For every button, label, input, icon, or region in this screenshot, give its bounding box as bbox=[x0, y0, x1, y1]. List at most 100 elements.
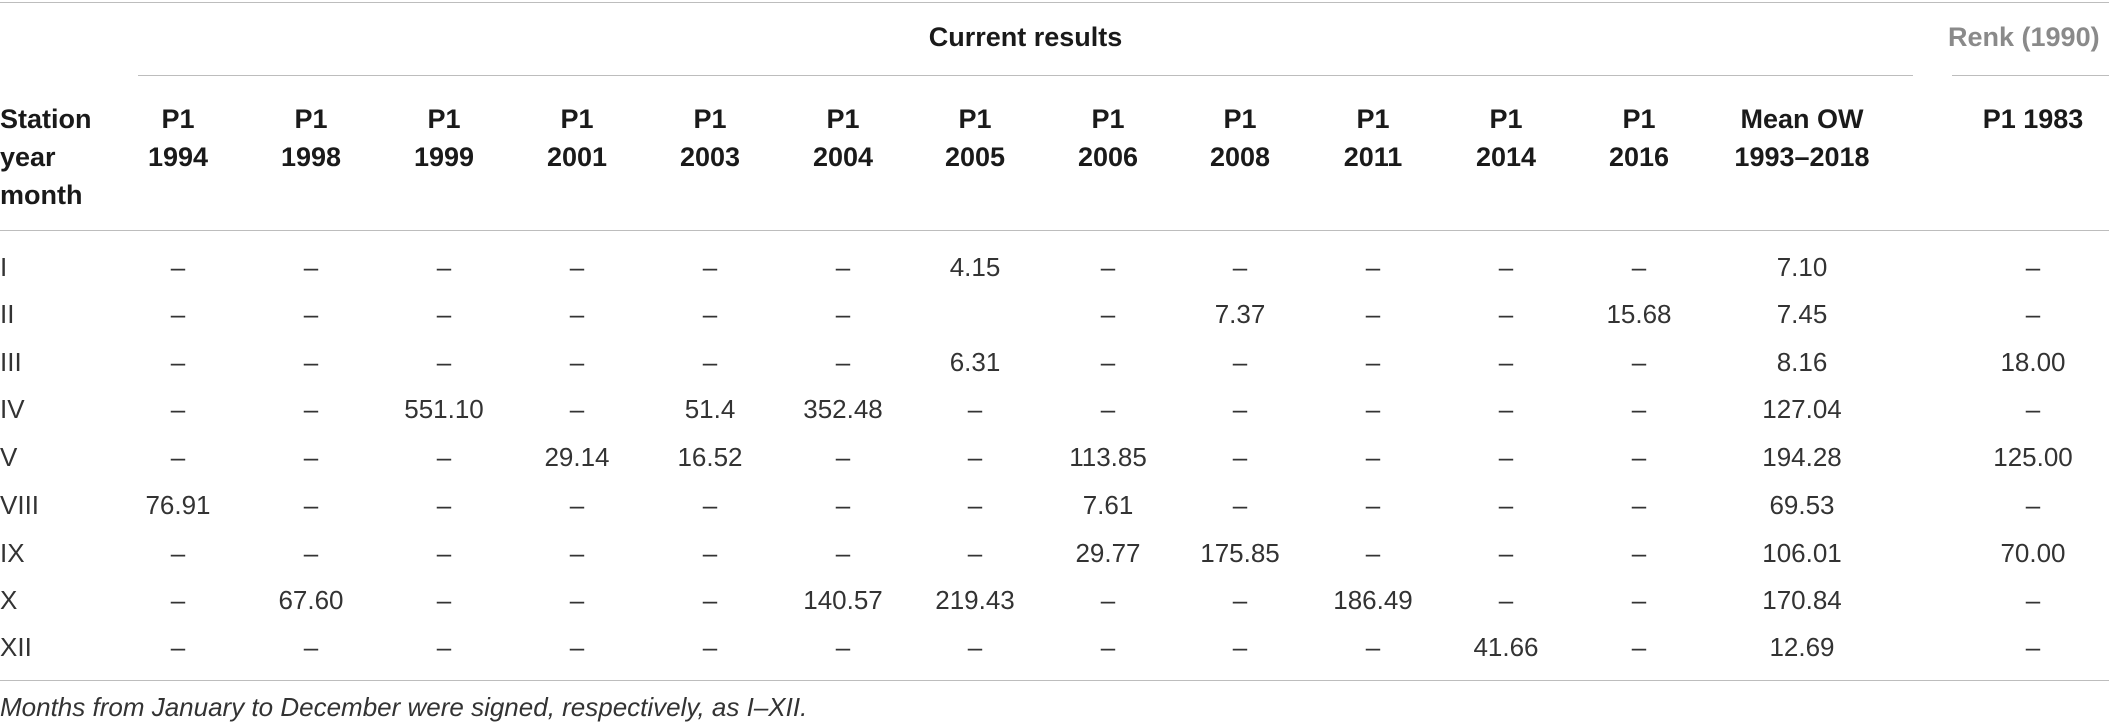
table-cell: 7.37 bbox=[1214, 299, 1266, 329]
table-cell: 29.77 bbox=[1075, 538, 1141, 568]
table-cell: – bbox=[1100, 394, 1116, 424]
table-cell: 6.31 bbox=[949, 347, 1001, 377]
table-cell: – bbox=[1631, 538, 1647, 568]
row-label: X bbox=[0, 585, 18, 615]
table-cell: – bbox=[1498, 299, 1514, 329]
table-cell: – bbox=[303, 394, 319, 424]
table-cell: – bbox=[303, 252, 319, 282]
column-header: P1 2006 bbox=[1077, 104, 1139, 172]
column-header: P1 1983 bbox=[1982, 104, 2084, 134]
table-cell: – bbox=[2025, 299, 2041, 329]
column-header: P1 1994 bbox=[147, 104, 209, 172]
table-cell: 170.84 bbox=[1762, 585, 1842, 615]
table-cell: 186.49 bbox=[1333, 585, 1413, 615]
current-results-underline bbox=[138, 75, 1913, 76]
table-cell: – bbox=[436, 299, 452, 329]
table-cell: – bbox=[170, 394, 186, 424]
table-cell: – bbox=[1100, 585, 1116, 615]
group-header-current-results: Current results bbox=[928, 22, 1123, 52]
column-header-station-year-month: Station year month bbox=[0, 104, 92, 210]
table-cell: – bbox=[702, 490, 718, 520]
header-bottom-rule bbox=[0, 230, 2109, 231]
table-cell: – bbox=[170, 299, 186, 329]
table-cell: – bbox=[569, 490, 585, 520]
table-cell: – bbox=[170, 252, 186, 282]
table-cell: – bbox=[1232, 442, 1248, 472]
top-rule bbox=[0, 2, 2109, 3]
table-cell: – bbox=[569, 347, 585, 377]
table-cell: – bbox=[303, 347, 319, 377]
column-header: P1 2005 bbox=[944, 104, 1006, 172]
table-cell: 175.85 bbox=[1200, 538, 1280, 568]
table-cell: – bbox=[2025, 490, 2041, 520]
row-label: XII bbox=[0, 632, 32, 662]
table-cell: – bbox=[1498, 490, 1514, 520]
table-cell: – bbox=[835, 442, 851, 472]
table-cell: – bbox=[1631, 394, 1647, 424]
table-cell: – bbox=[967, 538, 983, 568]
table-cell: 140.57 bbox=[803, 585, 883, 615]
table-cell: – bbox=[1631, 585, 1647, 615]
table-cell: – bbox=[1365, 252, 1381, 282]
table-cell: – bbox=[835, 299, 851, 329]
table-cell: – bbox=[1100, 632, 1116, 662]
table-cell: – bbox=[702, 632, 718, 662]
table-cell: – bbox=[1232, 394, 1248, 424]
table-cell: – bbox=[702, 538, 718, 568]
table-cell: – bbox=[303, 490, 319, 520]
table-bottom-rule bbox=[0, 680, 2109, 681]
table-cell: 4.15 bbox=[949, 252, 1001, 282]
table-cell: 41.66 bbox=[1473, 632, 1539, 662]
column-header: P1 2008 bbox=[1209, 104, 1271, 172]
table-cell: – bbox=[967, 442, 983, 472]
table-cell: – bbox=[170, 585, 186, 615]
table-cell: – bbox=[1365, 394, 1381, 424]
table-cell: – bbox=[1100, 299, 1116, 329]
table-cell: – bbox=[2025, 632, 2041, 662]
table-cell: 194.28 bbox=[1762, 442, 1842, 472]
row-label: I bbox=[0, 252, 8, 282]
table-cell: – bbox=[1631, 490, 1647, 520]
row-label: II bbox=[0, 299, 15, 329]
table-cell: – bbox=[1631, 442, 1647, 472]
table-cell: – bbox=[569, 299, 585, 329]
table-cell: – bbox=[1232, 490, 1248, 520]
table-cell: – bbox=[1365, 538, 1381, 568]
table-cell: 18.00 bbox=[2000, 347, 2066, 377]
table-cell: – bbox=[569, 394, 585, 424]
table-cell: 7.61 bbox=[1082, 490, 1134, 520]
table-cell: – bbox=[1232, 347, 1248, 377]
table-cell: – bbox=[569, 632, 585, 662]
table-cell: 551.10 bbox=[404, 394, 484, 424]
table-cell: – bbox=[436, 538, 452, 568]
table-cell: – bbox=[170, 347, 186, 377]
table-cell: – bbox=[436, 252, 452, 282]
table-cell: 219.43 bbox=[935, 585, 1015, 615]
row-label: IX bbox=[0, 538, 25, 568]
table-cell: – bbox=[2025, 252, 2041, 282]
column-header: P1 1999 bbox=[413, 104, 475, 172]
table-cell: 125.00 bbox=[1993, 442, 2073, 472]
table-cell: – bbox=[170, 538, 186, 568]
table-cell: – bbox=[835, 538, 851, 568]
table-cell: 7.45 bbox=[1776, 299, 1828, 329]
table-cell: – bbox=[1498, 252, 1514, 282]
table-cell: – bbox=[835, 252, 851, 282]
table-cell: – bbox=[702, 299, 718, 329]
table-cell: 113.85 bbox=[1069, 442, 1147, 472]
table-cell: – bbox=[303, 632, 319, 662]
row-label: VIII bbox=[0, 490, 40, 520]
table-cell: – bbox=[436, 442, 452, 472]
table-cell: 106.01 bbox=[1762, 538, 1842, 568]
table-cell: 29.14 bbox=[544, 442, 610, 472]
table-cell: – bbox=[436, 490, 452, 520]
table-cell: – bbox=[835, 490, 851, 520]
column-header: P1 1998 bbox=[280, 104, 342, 172]
table-cell: 12.69 bbox=[1769, 632, 1835, 662]
table-cell: – bbox=[569, 252, 585, 282]
column-header: P1 2004 bbox=[812, 104, 874, 172]
column-header: P1 2011 bbox=[1343, 104, 1403, 172]
table-cell: – bbox=[1365, 347, 1381, 377]
table-cell: – bbox=[1498, 347, 1514, 377]
table-cell: – bbox=[1365, 632, 1381, 662]
